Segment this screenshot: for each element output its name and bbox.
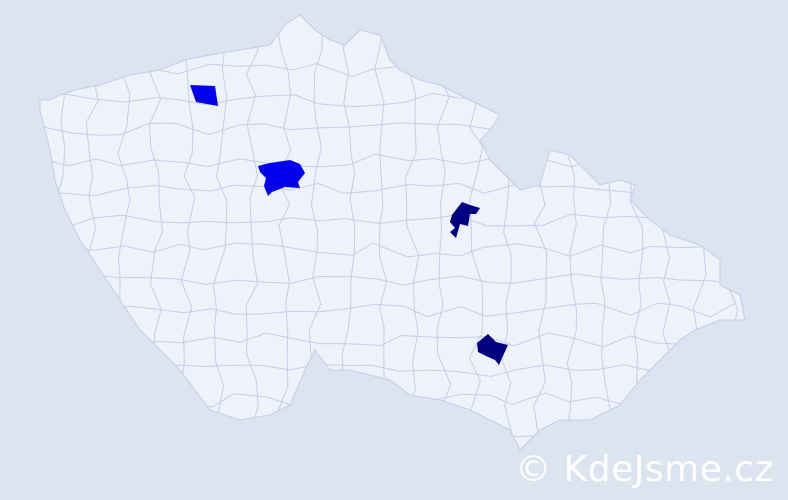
district-border [40, 302, 736, 318]
highlighted-district[interactable] [477, 334, 508, 365]
district-border [40, 332, 744, 348]
highlighted-district[interactable] [450, 202, 480, 238]
district-border [40, 422, 742, 438]
district-border [726, 18, 739, 432]
district-border [40, 273, 736, 287]
country-outline [39, 14, 746, 451]
district-border [374, 21, 388, 438]
district-border [212, 15, 228, 434]
district-border [40, 242, 741, 258]
district-border [52, 22, 68, 434]
district-border [40, 213, 741, 228]
district-border [40, 392, 737, 408]
watermark: © KdeJsme.cz [515, 449, 774, 490]
district-border [245, 22, 259, 434]
district-border [661, 17, 674, 432]
district-border [341, 15, 356, 434]
district-border [404, 24, 420, 433]
district-border [180, 15, 196, 435]
district-border [692, 15, 708, 436]
district-border [436, 23, 452, 436]
highlighted-district[interactable] [258, 160, 305, 196]
district-border [276, 21, 292, 434]
highlighted-district[interactable] [190, 85, 218, 106]
